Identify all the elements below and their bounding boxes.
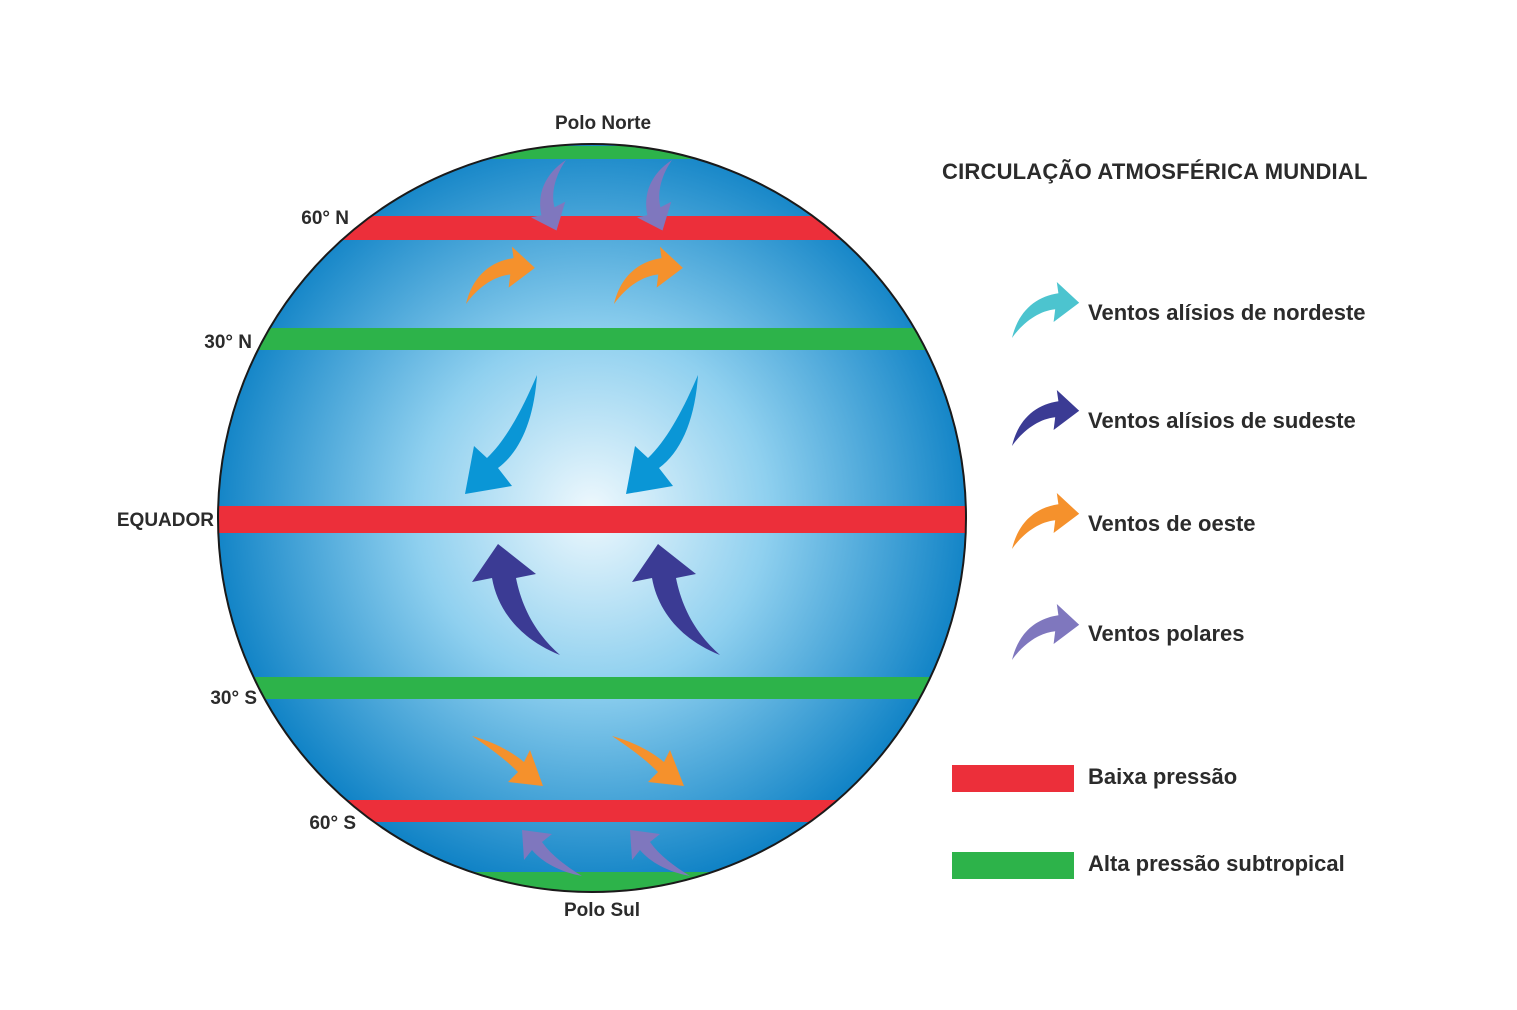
ne-trades-arrow-1: [465, 375, 537, 494]
legend-label: Ventos de oeste: [1088, 511, 1256, 536]
legend-item-polar-winds: Ventos polares: [1012, 604, 1245, 660]
legend-label: Alta pressão subtropical: [1088, 851, 1345, 876]
legend-label: Ventos polares: [1088, 621, 1245, 646]
band-polar-high-south: [218, 872, 966, 892]
legend-item-high-pressure: Alta pressão subtropical: [952, 851, 1345, 879]
pole-south-label: Polo Sul: [564, 900, 640, 921]
westerlies-arrow-south-2: [612, 736, 684, 786]
latitude-60s-label: 60° S: [309, 813, 356, 834]
legend-arrow-orange-icon: [1012, 493, 1080, 549]
legend-label: Ventos alísios de sudeste: [1088, 408, 1356, 433]
legend-label: Baixa pressão: [1088, 764, 1237, 789]
legend-item-southeast-trades: Ventos alísios de sudeste: [1012, 390, 1356, 446]
band-high-30n: [218, 328, 966, 350]
pole-north-label: Polo Norte: [555, 113, 651, 134]
band-low-60s: [218, 800, 966, 822]
legend-label: Ventos alísios de nordeste: [1088, 300, 1366, 325]
band-high-30s: [218, 677, 966, 699]
se-trades-arrow-2: [632, 544, 720, 655]
westerlies-arrow-south-1: [472, 736, 543, 786]
globe-labels: Polo Norte Polo Sul 60° N 30° N EQUADOR …: [117, 113, 651, 921]
legend-swatch-red: [952, 765, 1074, 792]
legend-item-northeast-trades: Ventos alísios de nordeste: [1012, 282, 1366, 338]
latitude-60n-label: 60° N: [301, 208, 349, 229]
wind-arrows: [465, 160, 720, 876]
legend: Ventos alísios de nordeste Ventos alísio…: [952, 282, 1366, 879]
ne-trades-arrow-2: [626, 375, 698, 494]
se-trades-arrow-1: [472, 544, 560, 655]
diagram-title: CIRCULAÇÃO ATMOSFÉRICA MUNDIAL: [942, 159, 1368, 184]
polar-wind-arrow-south-2: [630, 830, 690, 876]
globe: [217, 143, 967, 893]
equator-label: EQUADOR: [117, 510, 214, 531]
latitude-30n-label: 30° N: [204, 332, 252, 353]
band-polar-high-north: [218, 146, 966, 159]
legend-item-westerlies: Ventos de oeste: [1012, 493, 1256, 549]
polar-wind-arrow-south-1: [522, 830, 582, 876]
legend-arrow-dark-blue-icon: [1012, 390, 1080, 446]
legend-swatch-green: [952, 852, 1074, 879]
legend-arrow-cyan-icon: [1012, 282, 1080, 338]
legend-item-low-pressure: Baixa pressão: [952, 764, 1237, 792]
globe-outline: [217, 143, 967, 893]
legend-arrow-purple-icon: [1012, 604, 1080, 660]
latitude-30s-label: 30° S: [210, 688, 257, 709]
band-low-equator: [218, 506, 966, 533]
